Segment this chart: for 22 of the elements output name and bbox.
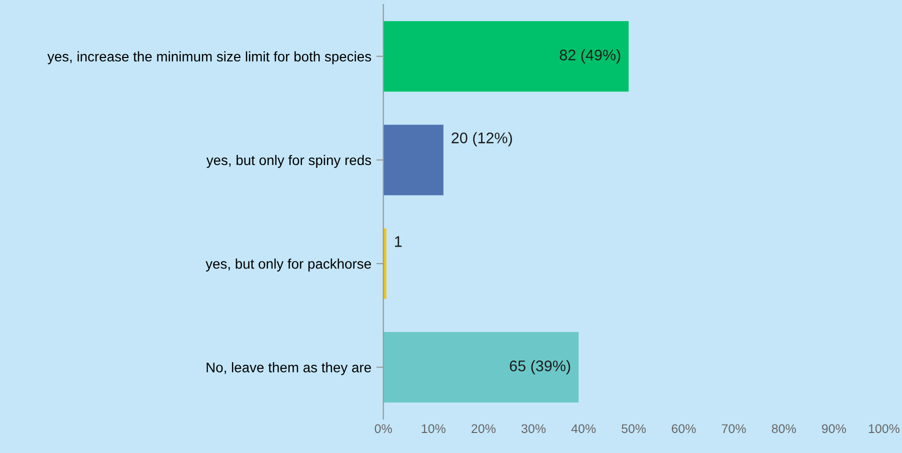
y-tick-label: yes, but only for packhorse	[206, 258, 371, 272]
bar	[383, 21, 629, 92]
data-label: 82 (49%)	[560, 49, 620, 64]
data-label: 1	[395, 236, 402, 247]
x-tick-label: 100%	[868, 424, 900, 434]
bar	[383, 124, 444, 196]
x-tick-label: 90%	[822, 424, 846, 434]
x-tick-label: 80%	[772, 424, 796, 434]
x-tick-label: 30%	[522, 424, 546, 434]
y-tick-label: yes, increase the minimum size limit for both species	[47, 51, 372, 64]
x-tick-label: 60%	[672, 424, 696, 434]
x-tick-label: 10%	[422, 424, 446, 434]
x-tick-label: 20%	[472, 424, 496, 434]
data-label: 20 (12%)	[452, 132, 512, 146]
x-tick-label: 0%	[374, 424, 392, 434]
x-tick-label: 40%	[571, 424, 596, 434]
data-label: 65 (39%)	[510, 360, 570, 374]
x-tick-label: 50%	[622, 424, 646, 434]
y-tick-label: No, leave them as they are	[206, 362, 371, 376]
bar	[383, 332, 579, 402]
y-tick-label: yes, but only for spiny reds	[206, 154, 372, 168]
x-tick-label: 70%	[722, 424, 746, 434]
